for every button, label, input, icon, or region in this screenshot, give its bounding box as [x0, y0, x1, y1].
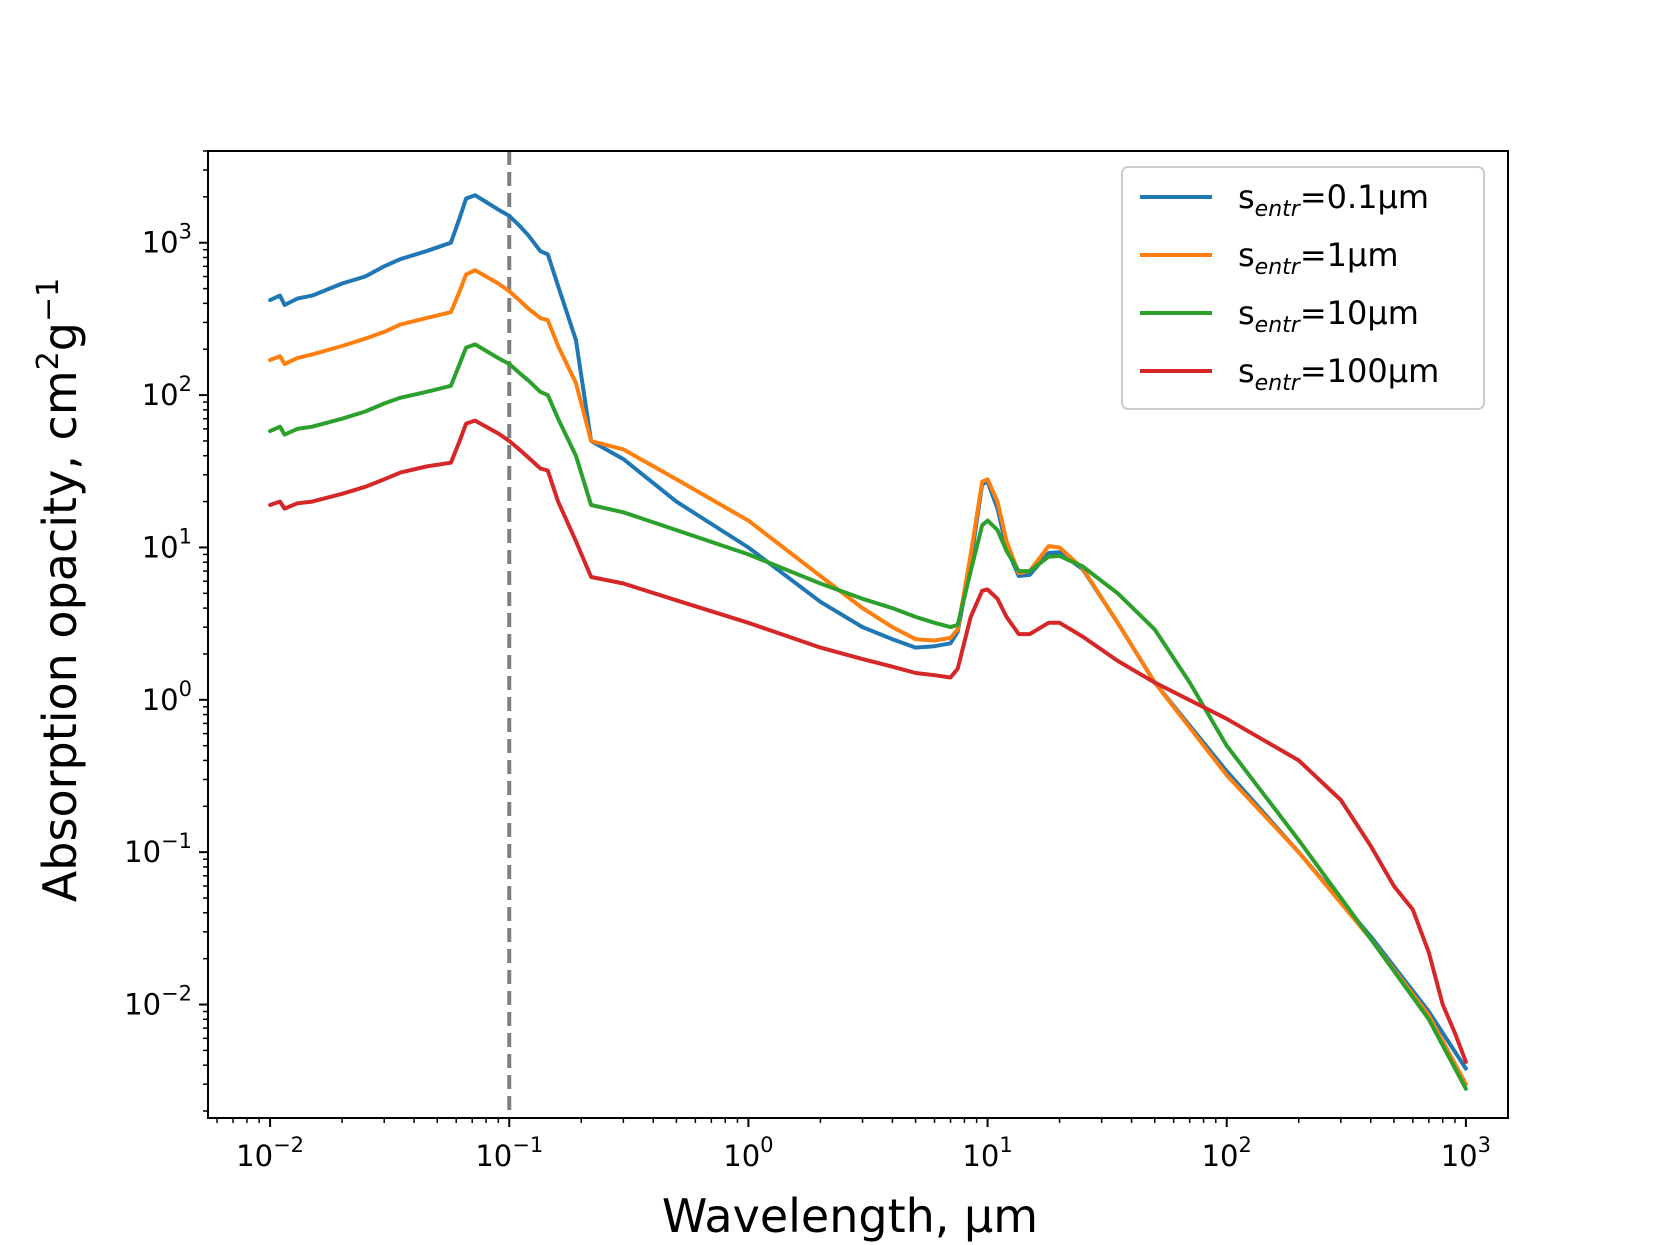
- x-tick-label: 100: [723, 1133, 773, 1173]
- legend-box: [1121, 166, 1485, 410]
- x-tick-label: 102: [1202, 1133, 1252, 1173]
- x-tick-label: 103: [1441, 1133, 1491, 1173]
- series-line-1: [268, 193, 1468, 1071]
- legend-entry-label: sentr=0.1μm: [1238, 178, 1429, 222]
- y-tick-label: 10−1: [124, 829, 192, 869]
- legend-entry-label: sentr=10μm: [1238, 294, 1419, 338]
- y-tick-label: 10−2: [124, 982, 192, 1022]
- series-group: [268, 193, 1468, 1091]
- y-axis-label: Absorption opacity, cm2g−1: [31, 278, 87, 902]
- x-tick-label: 10−1: [475, 1133, 543, 1173]
- plot-frame: [207, 150, 1509, 1119]
- series-line-2: [268, 268, 1468, 1087]
- series-line-4: [268, 418, 1468, 1064]
- y-tick-label: 102: [142, 372, 192, 412]
- legend-entry-label: sentr=1μm: [1238, 236, 1399, 280]
- legend: sentr=0.1μm sentr=1μm sentr=10μm sentr=100μ…: [1121, 166, 1485, 410]
- y-axis-ticks: 10−2 10−1 100 101 102 103: [124, 150, 208, 1112]
- x-tick-label: 101: [962, 1133, 1012, 1173]
- x-tick-label: 10−2: [236, 1133, 304, 1173]
- series-line-3: [268, 342, 1468, 1091]
- y-tick-label: 101: [142, 524, 192, 564]
- x-axis-label: Wavelength, μm: [662, 1189, 1038, 1243]
- x-axis-ticks: 10−2 10−1 100 101 102 103: [216, 1118, 1491, 1173]
- y-tick-label: 100: [142, 677, 192, 717]
- legend-entry-label: sentr=100μm: [1238, 352, 1439, 396]
- y-tick-label: 103: [142, 220, 192, 260]
